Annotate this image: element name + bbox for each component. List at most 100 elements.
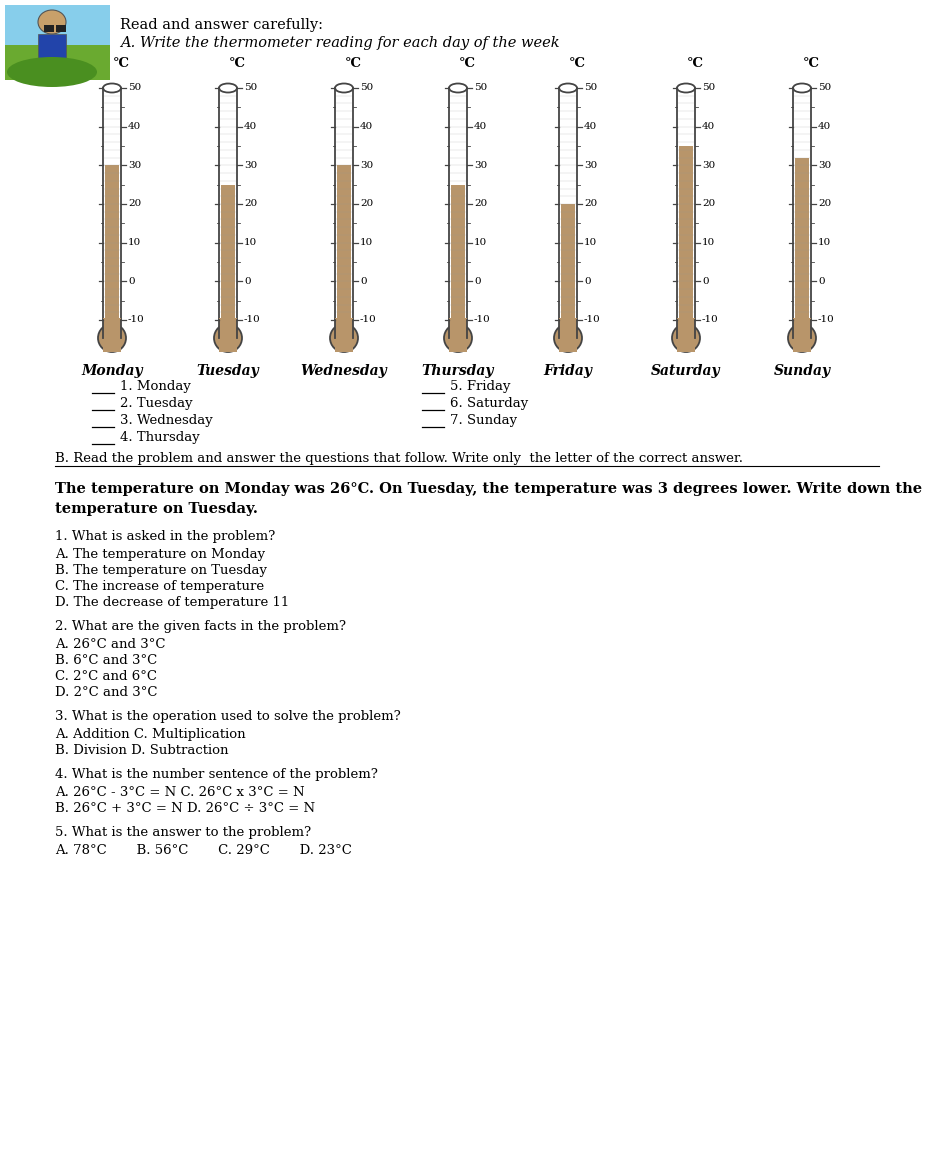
- Text: 10: 10: [244, 238, 257, 248]
- Text: Monday: Monday: [81, 364, 143, 378]
- Text: 5. Friday: 5. Friday: [450, 379, 511, 393]
- Bar: [559, 88, 577, 320]
- Text: B. The temperature on Tuesday: B. The temperature on Tuesday: [55, 563, 267, 577]
- Text: 40: 40: [702, 123, 715, 131]
- Ellipse shape: [214, 324, 242, 352]
- Ellipse shape: [7, 57, 97, 87]
- Text: 30: 30: [818, 161, 831, 170]
- Ellipse shape: [449, 83, 467, 93]
- Text: B. 6°C and 3°C: B. 6°C and 3°C: [55, 654, 157, 666]
- Text: 7. Sunday: 7. Sunday: [450, 414, 517, 427]
- Text: -10: -10: [244, 316, 261, 324]
- Text: 30: 30: [244, 161, 257, 170]
- Bar: [44, 25, 54, 32]
- Text: 40: 40: [818, 123, 831, 131]
- Text: °C: °C: [345, 57, 362, 71]
- Ellipse shape: [330, 324, 358, 352]
- Text: 50: 50: [584, 83, 597, 93]
- Ellipse shape: [559, 83, 577, 93]
- Text: 30: 30: [584, 161, 597, 170]
- Text: 40: 40: [360, 123, 374, 131]
- Bar: [449, 318, 467, 352]
- Text: -10: -10: [584, 316, 601, 324]
- Text: 1. What is asked in the problem?: 1. What is asked in the problem?: [55, 530, 276, 543]
- Text: 50: 50: [128, 83, 141, 93]
- Bar: [5, 5, 110, 45]
- Ellipse shape: [98, 324, 126, 352]
- Text: 30: 30: [702, 161, 715, 170]
- Bar: [337, 165, 351, 320]
- Text: B. Read the problem and answer the questions that follow. Write only  the letter: B. Read the problem and answer the quest…: [55, 452, 743, 465]
- Text: 0: 0: [360, 277, 367, 286]
- Text: A. 26°C and 3°C: A. 26°C and 3°C: [55, 638, 165, 651]
- Text: 30: 30: [128, 161, 141, 170]
- Text: 10: 10: [702, 238, 715, 248]
- Text: 5. What is the answer to the problem?: 5. What is the answer to the problem?: [55, 826, 311, 839]
- Text: 50: 50: [360, 83, 374, 93]
- Text: 50: 50: [818, 83, 831, 93]
- Bar: [793, 88, 811, 320]
- Text: Saturday: Saturday: [651, 364, 721, 378]
- Text: °C: °C: [113, 57, 130, 71]
- Text: °C: °C: [569, 57, 586, 71]
- Text: D. The decrease of temperature 11: D. The decrease of temperature 11: [55, 596, 290, 609]
- Bar: [219, 318, 237, 352]
- Text: 40: 40: [584, 123, 597, 131]
- Bar: [677, 318, 695, 352]
- Text: 0: 0: [702, 277, 709, 286]
- Text: °C: °C: [229, 57, 246, 71]
- Text: 10: 10: [474, 238, 488, 248]
- Text: 2. What are the given facts in the problem?: 2. What are the given facts in the probl…: [55, 620, 346, 633]
- Text: A. Write the thermometer reading for each day of the week: A. Write the thermometer reading for eac…: [120, 36, 559, 50]
- Ellipse shape: [554, 324, 582, 352]
- Bar: [5, 5, 110, 80]
- Text: Friday: Friday: [544, 364, 592, 378]
- Bar: [559, 318, 577, 352]
- Text: 40: 40: [474, 123, 488, 131]
- Text: The temperature on Monday was 26°C. On Tuesday, the temperature was 3 degrees lo: The temperature on Monday was 26°C. On T…: [55, 482, 922, 496]
- Text: 20: 20: [128, 199, 141, 208]
- Text: D. 2°C and 3°C: D. 2°C and 3°C: [55, 686, 158, 699]
- Text: 2. Tuesday: 2. Tuesday: [120, 397, 192, 410]
- Text: 0: 0: [244, 277, 250, 286]
- Bar: [221, 185, 235, 320]
- Text: C. The increase of temperature: C. The increase of temperature: [55, 580, 264, 594]
- Bar: [103, 88, 121, 320]
- Bar: [677, 88, 695, 320]
- Text: 50: 50: [474, 83, 488, 93]
- Text: Read and answer carefully:: Read and answer carefully:: [120, 19, 323, 32]
- Text: 10: 10: [360, 238, 374, 248]
- Text: 20: 20: [702, 199, 715, 208]
- Text: 0: 0: [818, 277, 825, 286]
- Bar: [103, 318, 121, 352]
- Text: Thursday: Thursday: [422, 364, 494, 378]
- Bar: [795, 157, 809, 320]
- Bar: [335, 88, 353, 320]
- Text: Sunday: Sunday: [773, 364, 830, 378]
- Bar: [449, 88, 467, 320]
- Text: 10: 10: [128, 238, 141, 248]
- Ellipse shape: [103, 83, 121, 93]
- Text: 6. Saturday: 6. Saturday: [450, 397, 529, 410]
- Bar: [335, 318, 353, 352]
- Text: -10: -10: [818, 316, 835, 324]
- Ellipse shape: [788, 324, 816, 352]
- Text: 40: 40: [244, 123, 257, 131]
- Text: 50: 50: [702, 83, 715, 93]
- Text: 1. Monday: 1. Monday: [120, 379, 191, 393]
- Bar: [105, 165, 119, 320]
- Text: °C: °C: [687, 57, 704, 71]
- Text: 0: 0: [128, 277, 134, 286]
- Text: 4. Thursday: 4. Thursday: [120, 432, 200, 444]
- Bar: [56, 25, 66, 32]
- Ellipse shape: [793, 83, 811, 93]
- Ellipse shape: [677, 83, 695, 93]
- Text: 4. What is the number sentence of the problem?: 4. What is the number sentence of the pr…: [55, 768, 378, 781]
- Bar: [219, 88, 237, 320]
- Text: A. Addition C. Multiplication: A. Addition C. Multiplication: [55, 728, 246, 740]
- Bar: [561, 204, 575, 320]
- Text: 40: 40: [128, 123, 141, 131]
- Text: -10: -10: [702, 316, 719, 324]
- Text: -10: -10: [360, 316, 376, 324]
- Bar: [451, 185, 465, 320]
